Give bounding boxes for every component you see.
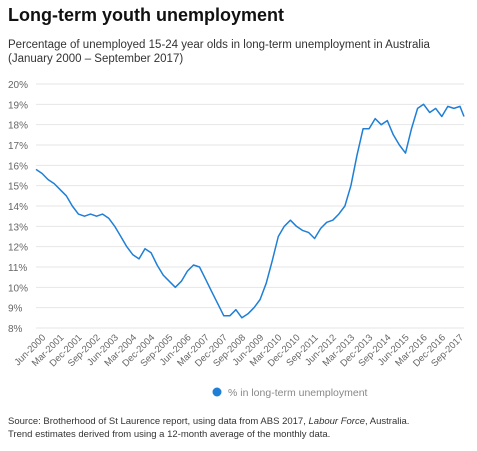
source-italic: Labour Force bbox=[308, 416, 366, 427]
y-tick-label: 12% bbox=[8, 243, 28, 254]
y-tick-label: 20% bbox=[8, 80, 28, 91]
y-tick-label: 19% bbox=[8, 100, 28, 111]
trend-note: Trend estimates derived from using a 12-… bbox=[8, 429, 331, 440]
y-tick-label: 14% bbox=[8, 202, 28, 213]
y-tick-label: 13% bbox=[8, 222, 28, 233]
y-tick-label: 11% bbox=[8, 263, 27, 274]
legend-marker[interactable] bbox=[212, 387, 222, 397]
chart-title: Long-term youth unemployment bbox=[8, 5, 284, 25]
y-tick-label: 8% bbox=[8, 324, 23, 335]
source-note: Source: Brotherhood of St Laurence repor… bbox=[8, 415, 473, 428]
x-axis-ticks: Jun-2000Mar-2001Dec-2001Sep-2002Jun-2003… bbox=[12, 332, 466, 369]
source-prefix: Source: Brotherhood of St Laurence repor… bbox=[8, 416, 309, 427]
y-tick-label: 9% bbox=[8, 304, 23, 315]
series-line[interactable] bbox=[35, 103, 465, 319]
y-tick-label: 15% bbox=[8, 182, 28, 193]
chart-subtitle: Percentage of unemployed 15-24 year olds… bbox=[8, 39, 430, 65]
y-tick-label: 17% bbox=[8, 141, 28, 152]
legend-label[interactable]: % in long-term unemployment bbox=[228, 387, 368, 399]
legend[interactable]: % in long-term unemployment bbox=[212, 387, 368, 399]
y-tick-label: 10% bbox=[8, 283, 28, 294]
chart-footer: Source: Brotherhood of St Laurence repor… bbox=[8, 415, 473, 441]
grid-lines bbox=[36, 83, 464, 329]
y-tick-label: 16% bbox=[8, 161, 28, 172]
series-layer bbox=[35, 103, 465, 319]
source-suffix: , Australia. bbox=[365, 416, 410, 427]
y-axis-ticks: 8% 9% 10% 11% 12% 13% 14% 15% 16% 17% 18% 19% 20% bbox=[8, 80, 28, 335]
y-tick-label: 18% bbox=[8, 121, 28, 132]
